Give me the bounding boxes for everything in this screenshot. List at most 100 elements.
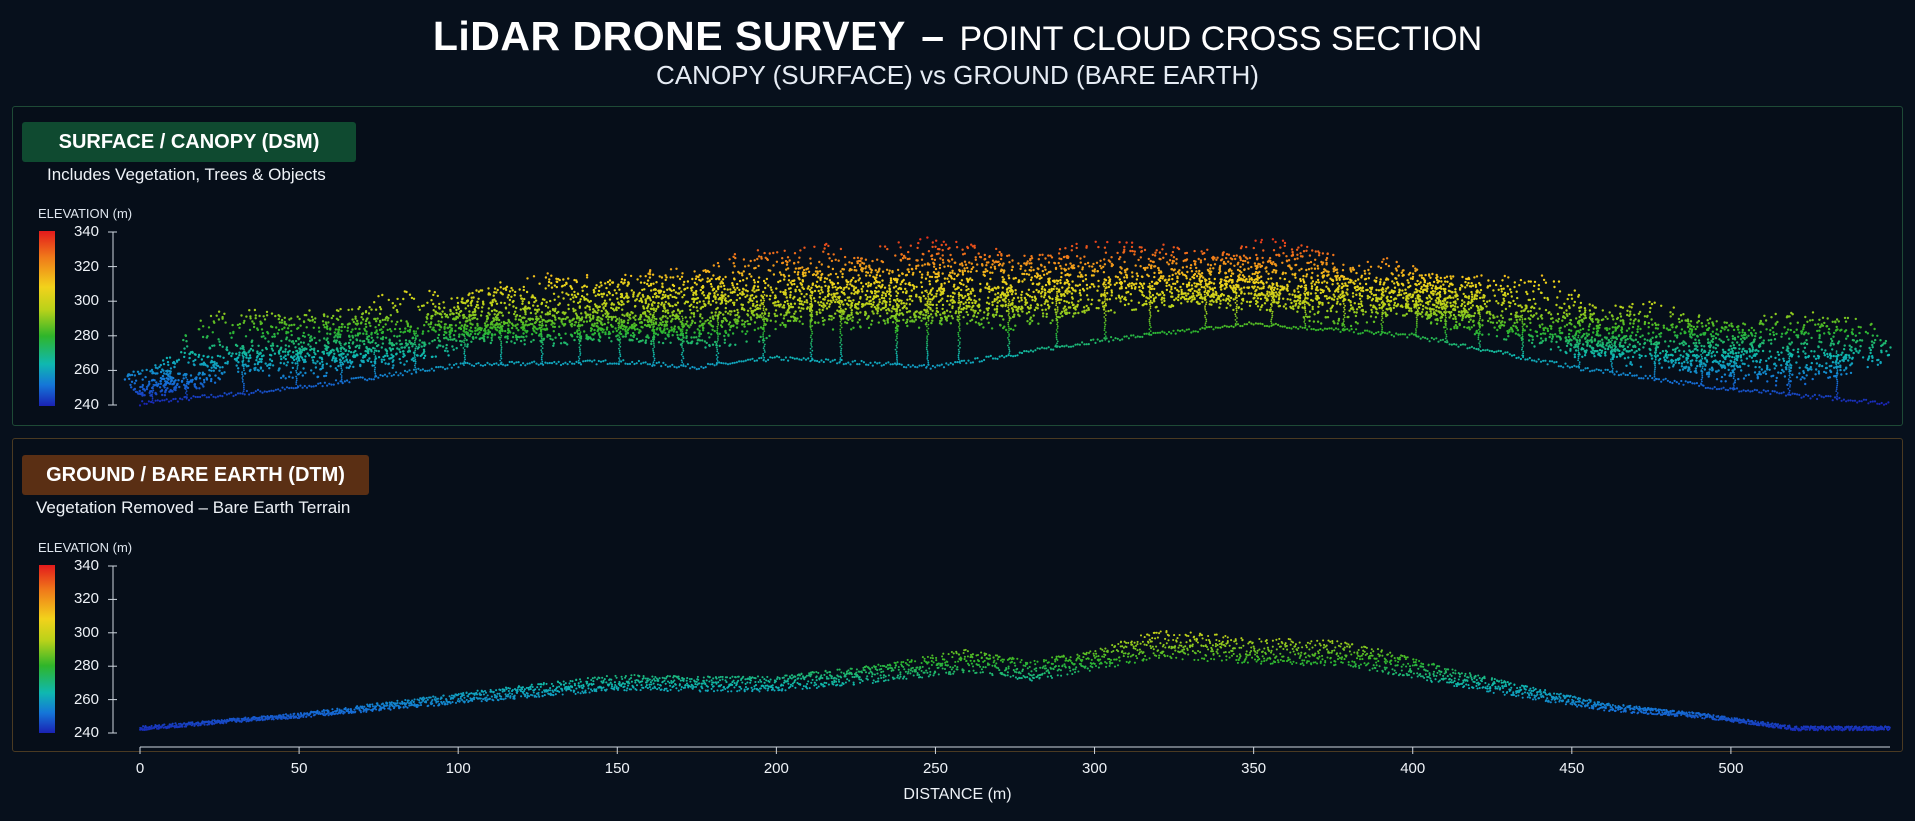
surface-point [373,364,376,367]
surface-point [853,292,856,296]
surface-point [707,331,710,335]
surface-point [597,359,600,363]
surface-point [631,360,634,364]
surface-point [385,349,389,353]
surface-point [463,356,466,359]
surface-point [454,324,458,327]
surface-point [651,295,655,299]
surface-point [1473,347,1476,350]
surface-point [926,337,928,339]
surface-point [876,312,879,315]
surface-point [920,364,923,367]
surface-point [314,353,317,356]
surface-point [575,279,578,282]
surface-point [519,294,522,297]
surface-point [329,327,332,330]
surface-point [609,323,613,327]
surface-point [243,319,246,323]
surface-point [486,314,489,318]
surface-point [345,366,348,369]
surface-point [447,338,450,341]
surface-point [727,333,730,336]
surface-point [1337,328,1340,331]
surface-point [896,333,899,336]
surface-point [161,399,164,402]
surface-point [370,378,373,381]
surface-point [853,269,856,272]
surface-point [764,351,766,353]
surface-point [741,319,744,322]
surface-point [1586,367,1589,370]
surface-point [437,323,441,326]
surface-point [653,364,656,367]
surface-point [1729,387,1732,390]
surface-point [690,336,693,339]
surface-point [325,345,328,348]
surface-point [675,303,678,307]
surface-point [430,367,433,370]
surface-point [129,383,132,387]
surface-point [723,287,726,291]
surface-point [617,324,620,327]
surface-point [679,320,682,323]
surface-point [360,316,363,319]
surface-point [430,317,433,320]
surface-point [998,355,1001,358]
surface-point [760,356,763,359]
surface-point [596,316,599,319]
surface-point [942,366,946,369]
surface-point [880,364,883,367]
surface-point [717,323,720,326]
surface-point [655,296,658,299]
surface-point [538,282,541,285]
surface-point [373,351,376,354]
surface-point [183,387,187,390]
surface-point [636,295,639,298]
surface-point [733,301,736,304]
surface-point [777,300,780,304]
surface-point [769,356,772,359]
surface-point [660,301,664,304]
surface-point [339,307,342,311]
surface-point [653,342,655,345]
surface-point [416,347,419,350]
surface-point [1878,402,1881,406]
surface-point [296,355,300,359]
surface-point [1125,335,1128,338]
surface-point [858,277,861,280]
surface-point [841,309,845,312]
surface-point [635,337,639,341]
surface-point [627,281,630,284]
surface-point [241,392,244,395]
surface-point [217,318,221,321]
surface-point [611,362,614,365]
surface-point [814,270,818,273]
surface-point [644,314,648,317]
surface-point [524,364,527,367]
surface-point [716,261,720,265]
surface-point [646,295,650,298]
surface-point [806,301,809,304]
surface-point [604,331,607,334]
surface-point [464,343,466,345]
surface-point [522,307,525,310]
surface-point [786,283,789,286]
surface-point [163,383,167,386]
surface-point [844,362,848,365]
surface-point [611,281,615,284]
surface-point [650,340,653,343]
surface-point [1824,395,1828,398]
surface-point [1009,354,1013,357]
surface-point [508,321,512,324]
surface-point [550,282,553,285]
surface-point [763,251,766,255]
surface-point [657,302,660,305]
surface-point [279,348,282,351]
surface-point [466,324,469,328]
surface-point [476,324,479,327]
surface-point [452,363,456,367]
surface-point [794,310,797,313]
surface-point [316,349,320,353]
surface-point [682,357,685,360]
surface-point [166,387,169,390]
